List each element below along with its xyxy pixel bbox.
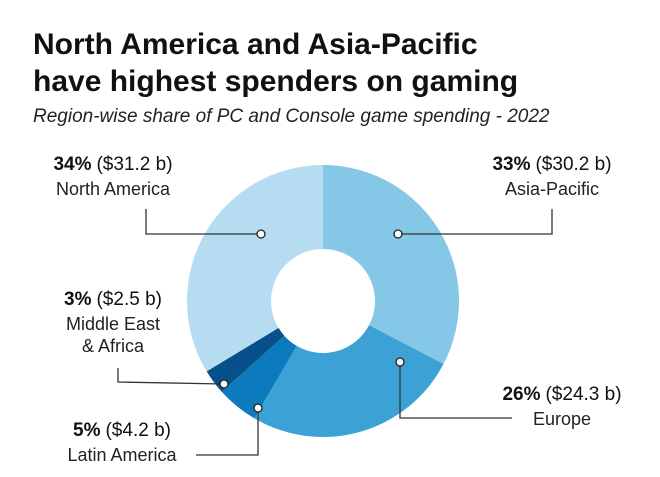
label-name-middle-east-africa-1: Middle East xyxy=(66,314,160,334)
chart-subtitle: Region-wise share of PC and Console game… xyxy=(33,106,550,127)
label-amount: ($31.2 b) xyxy=(96,154,172,175)
chart-title-line-1: North America and Asia-Pacific xyxy=(33,28,478,61)
slice-europe xyxy=(254,325,444,437)
label-value-north-america: 34% ($31.2 b) xyxy=(53,154,172,175)
chart-title-line-2: have highest spenders on gaming xyxy=(33,65,519,98)
label-percent: 34% xyxy=(53,154,91,175)
label-value-middle-east-africa: 3% ($2.5 b) xyxy=(64,289,162,310)
label-amount: ($4.2 b) xyxy=(105,420,170,441)
leader-dot-middle-east-africa xyxy=(219,379,229,389)
leader-line-latin-america xyxy=(196,408,259,456)
leader-line-asia-pacific xyxy=(398,209,553,235)
label-value-asia-pacific: 33% ($30.2 b) xyxy=(492,154,611,175)
label-amount: ($24.3 b) xyxy=(545,384,621,405)
donut-slices xyxy=(187,165,459,437)
label-name-latin-america: Latin America xyxy=(67,445,177,465)
chart-title: North America and Asia-Pacific have high… xyxy=(33,26,633,100)
label-name-asia-pacific: Asia-Pacific xyxy=(505,179,599,199)
slice-north-america xyxy=(187,165,323,372)
label-name-north-america: North America xyxy=(56,179,171,199)
leader-dot-europe xyxy=(395,357,405,367)
leader-line-north-america xyxy=(145,209,261,235)
label-name-middle-east-africa-2: & Africa xyxy=(82,336,145,356)
leader-dot-north-america xyxy=(256,229,266,239)
label-percent: 33% xyxy=(492,154,530,175)
label-value-latin-america: 5% ($4.2 b) xyxy=(73,420,171,441)
leader-line-europe xyxy=(399,362,512,419)
label-percent: 3% xyxy=(64,289,92,310)
leader-dot-asia-pacific xyxy=(393,229,403,239)
slice-asia-pacific xyxy=(323,165,459,365)
leader-dot-latin-america xyxy=(253,403,263,413)
label-value-europe: 26% ($24.3 b) xyxy=(502,384,621,405)
slice-labels: 33% ($30.2 b) Asia-Pacific 26% ($24.3 b) Euro… xyxy=(53,154,621,465)
label-percent: 26% xyxy=(502,384,540,405)
leader-lines xyxy=(117,209,553,456)
label-name-europe: Europe xyxy=(533,409,591,429)
slice-latin-america xyxy=(221,335,297,419)
leader-line-middle-east-africa xyxy=(117,368,225,385)
slice-middle-east-africa xyxy=(206,327,285,392)
label-percent: 5% xyxy=(73,420,101,441)
label-amount: ($2.5 b) xyxy=(96,289,161,310)
label-amount: ($30.2 b) xyxy=(535,154,611,175)
